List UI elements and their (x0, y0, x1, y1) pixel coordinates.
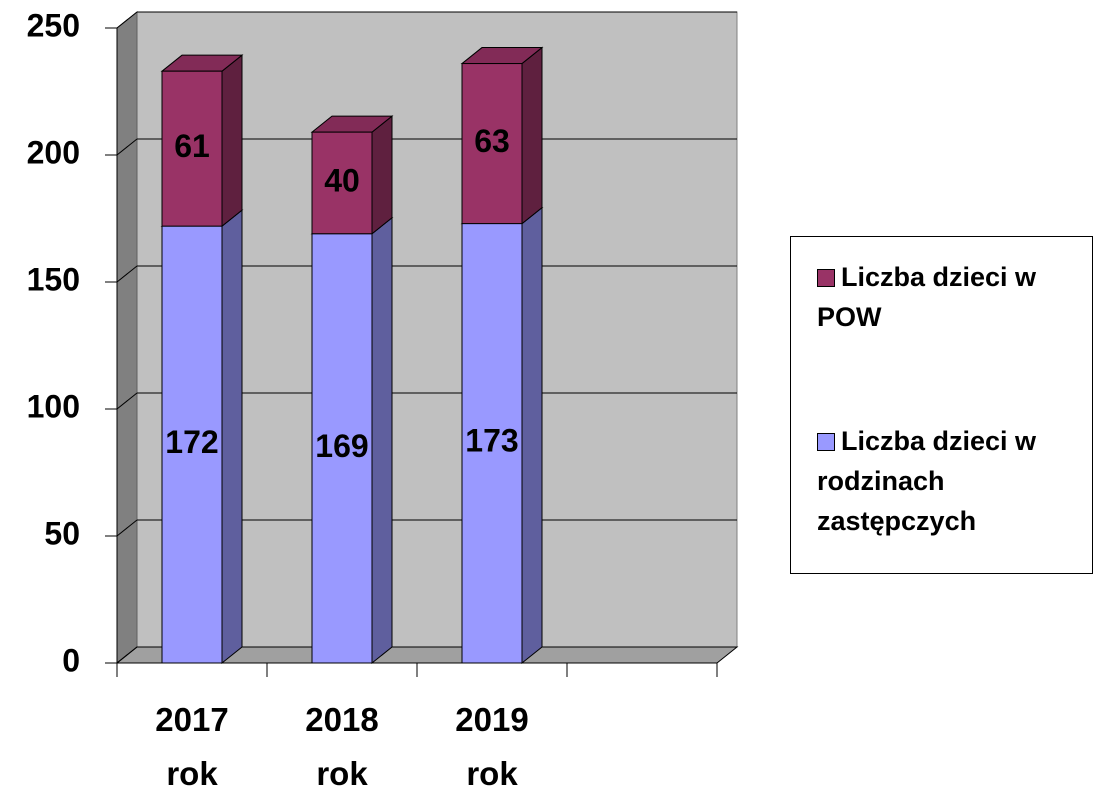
bar-side (371, 216, 393, 665)
bar-side (221, 54, 243, 228)
y-tick-label: 100 (27, 388, 80, 424)
bar (311, 233, 373, 664)
grid-line (116, 138, 138, 156)
grid-line (116, 646, 138, 664)
bar-side (371, 115, 393, 235)
legend-swatch (817, 433, 835, 451)
y-tick-label: 150 (27, 261, 80, 297)
y-tick-label: 250 (27, 7, 80, 43)
y-tick-label: 0 (62, 642, 80, 678)
legend-entry: Liczba dzieci w rodzinach zastępczych (817, 421, 1077, 541)
bar-side (521, 206, 543, 665)
x-tick-label: 2018 rok (305, 701, 379, 792)
grid-line (116, 519, 138, 537)
data-label: 173 (465, 423, 518, 459)
legend-label: Liczba dzieci w rodzinach zastępczych (817, 426, 1037, 536)
legend-entry: Liczba dzieci w POW (817, 257, 1077, 337)
y-tick-label: 200 (27, 134, 80, 170)
data-label: 61 (174, 128, 210, 164)
grid-line (116, 392, 138, 410)
bar (161, 225, 223, 664)
legend: Liczba dzieci w POW Liczba dzieci w rodzi… (790, 236, 1093, 574)
data-label: 172 (165, 424, 218, 460)
data-label: 40 (324, 162, 360, 198)
y-tick-label: 50 (44, 515, 80, 551)
bar (461, 63, 523, 225)
bar-side (521, 46, 543, 225)
legend-label: Liczba dzieci w POW (817, 262, 1037, 332)
data-label: 169 (315, 428, 368, 464)
x-tick-label: 2019 rok (455, 701, 529, 792)
data-label: 63 (474, 123, 510, 159)
grid-line (116, 265, 138, 283)
bar-side (221, 209, 243, 665)
side-wall (116, 10, 138, 665)
x-tick-label: 2017 rok (155, 701, 229, 792)
bar (311, 131, 373, 235)
grid-line (116, 11, 138, 29)
bar (161, 70, 223, 227)
legend-swatch (817, 269, 835, 287)
